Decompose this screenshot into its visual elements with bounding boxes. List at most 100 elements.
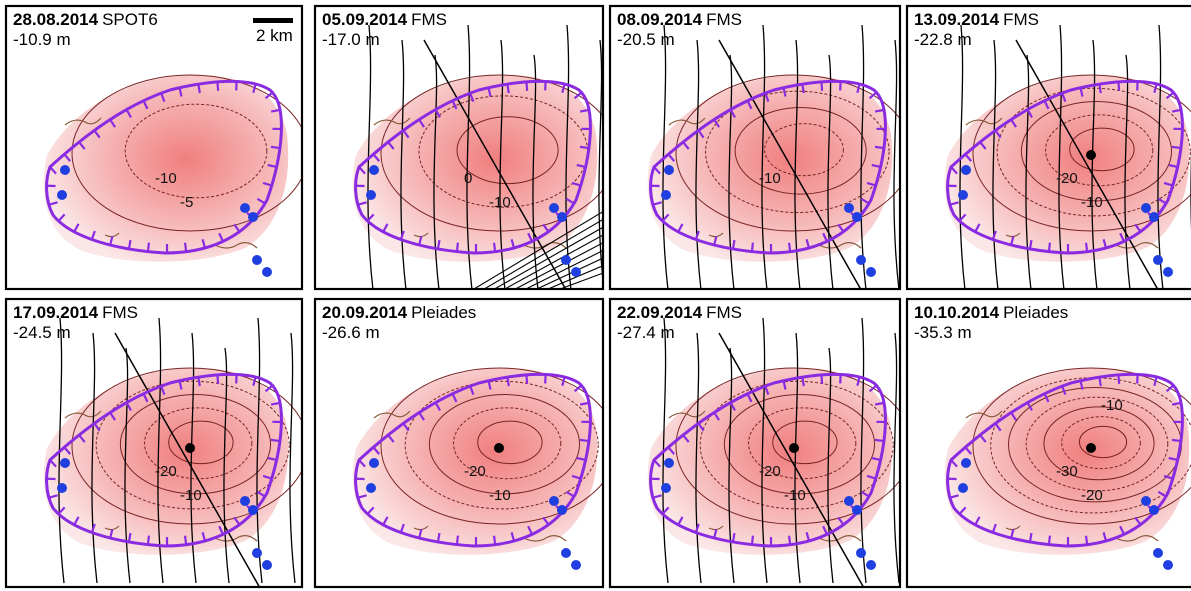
rim-tick xyxy=(1028,532,1033,543)
survey-track xyxy=(565,24,572,290)
rim-tick xyxy=(366,506,375,515)
caldera-rim xyxy=(946,372,1184,548)
panel-header: 20.09.2014 Pleiades xyxy=(322,303,476,322)
panel-date: 17.09.2014 xyxy=(13,303,99,322)
rim-tick xyxy=(561,376,566,386)
rim-tick xyxy=(1026,109,1033,118)
rim-tick xyxy=(801,83,805,94)
diagonal-track xyxy=(423,39,568,290)
rim-tick xyxy=(57,213,66,222)
survey-track xyxy=(466,24,473,290)
rim-tick xyxy=(994,422,1002,432)
rim-tick xyxy=(262,181,273,187)
rim-tick xyxy=(1163,474,1174,480)
rim-tick xyxy=(264,384,274,393)
survey-track xyxy=(860,24,867,290)
rim-tick xyxy=(418,411,425,421)
rim-tick xyxy=(1157,490,1167,498)
survey-track xyxy=(400,39,407,290)
rim-tick xyxy=(183,242,188,252)
panel-source: SPOT6 xyxy=(102,10,158,29)
rim-tick xyxy=(525,374,529,384)
gps-station-dot xyxy=(571,560,581,570)
survey-track xyxy=(761,317,768,584)
rim-tick xyxy=(527,232,533,242)
rim-tick xyxy=(964,153,973,162)
rim-tick xyxy=(487,380,492,390)
survey-track xyxy=(367,24,374,290)
gps-station-dot xyxy=(248,212,258,222)
gps-station-dot xyxy=(57,190,67,200)
rim-tick xyxy=(73,223,80,233)
depth-contour xyxy=(168,420,234,465)
panel-depth: -10.9 m xyxy=(13,30,71,49)
panel-source: Pleiades xyxy=(1003,303,1068,322)
survey-track xyxy=(157,317,164,584)
depth-contour xyxy=(723,394,876,495)
rim-tick xyxy=(1157,197,1167,205)
panel-depth: -35.3 m xyxy=(914,323,972,342)
contour-label: -10 xyxy=(1081,194,1103,211)
gps-station-dot xyxy=(262,560,272,570)
rim-tick xyxy=(372,446,381,455)
rim-tick xyxy=(746,393,753,403)
panel-header: 22.09.2014 FMS xyxy=(617,303,742,322)
rim-tick xyxy=(233,516,241,526)
rim-tick xyxy=(93,422,101,432)
rim-tick xyxy=(510,531,516,542)
rim-tick xyxy=(653,166,661,175)
contour-label: -30 xyxy=(1056,463,1078,480)
gps-station-dot xyxy=(557,212,567,222)
rim-tick xyxy=(436,239,441,250)
rim-tick xyxy=(434,109,441,118)
rim-tick xyxy=(178,380,183,390)
rim-tick xyxy=(565,197,575,205)
gps-station-dot xyxy=(248,505,258,515)
rim-tick xyxy=(837,516,845,526)
rim-tick xyxy=(682,141,690,150)
rim-tick xyxy=(109,528,114,539)
survey-track xyxy=(695,39,702,290)
panel-source: FMS xyxy=(706,10,742,29)
gps-station-dot xyxy=(240,203,250,213)
panel-source: Pleiades xyxy=(411,303,476,322)
depth-contour xyxy=(1020,101,1173,202)
panel-frame xyxy=(4,297,304,589)
rim-tick xyxy=(93,129,101,139)
rim-tick xyxy=(1171,401,1182,406)
gps-station-dot xyxy=(369,458,379,468)
depth-contour xyxy=(119,394,272,495)
panel-source: FMS xyxy=(1003,10,1039,29)
rim-tick xyxy=(579,438,590,443)
depth-contour xyxy=(1078,425,1128,459)
rim-tick xyxy=(1171,108,1182,113)
survey-track xyxy=(695,332,702,584)
rim-tick xyxy=(358,459,366,468)
rim-tick xyxy=(527,525,533,535)
depth-contour xyxy=(1025,396,1169,492)
survey-track xyxy=(893,332,900,584)
rim-tick xyxy=(1163,181,1174,187)
gps-station-dot xyxy=(1163,267,1173,277)
rim-tick xyxy=(1084,242,1089,252)
gps-station-dot xyxy=(549,203,559,213)
rim-tick xyxy=(146,535,151,545)
rim-tick xyxy=(782,380,787,390)
depth-contour xyxy=(71,74,303,232)
rim-tick xyxy=(805,238,811,249)
rim-tick xyxy=(820,374,824,384)
survey-track xyxy=(91,332,98,584)
gps-station-dot xyxy=(852,505,862,515)
rim-tick xyxy=(652,201,662,206)
rim-tick xyxy=(402,129,410,139)
gps-station-dot xyxy=(1163,560,1173,570)
rim-tick xyxy=(1153,376,1158,386)
rim-tick xyxy=(746,100,753,110)
rim-tick xyxy=(418,235,423,246)
gps-station-dot xyxy=(844,203,854,213)
rim-tick xyxy=(109,118,116,128)
depth-contour xyxy=(477,420,543,465)
rim-tick xyxy=(1084,535,1089,545)
